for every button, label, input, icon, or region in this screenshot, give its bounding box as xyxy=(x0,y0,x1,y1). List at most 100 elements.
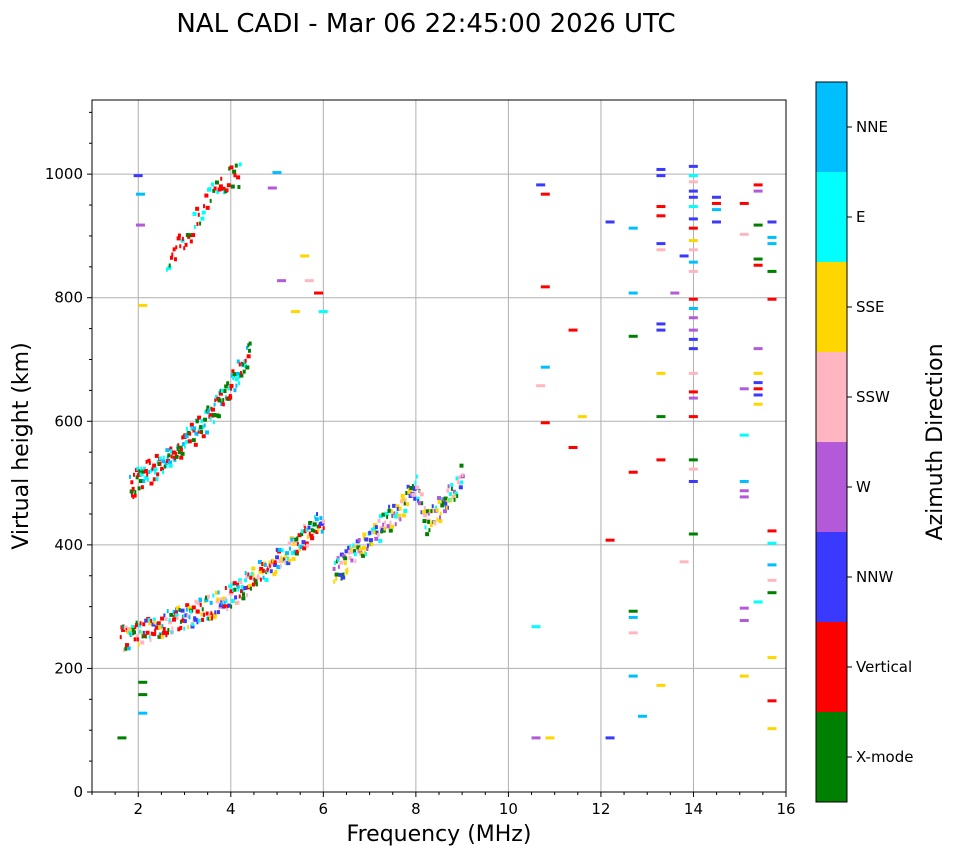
echo-point xyxy=(177,233,181,238)
echo-point xyxy=(310,536,315,541)
colorbar-title: Azimuth Direction xyxy=(923,343,948,540)
echo-point xyxy=(275,555,280,560)
echo-point xyxy=(187,625,190,630)
echo-point xyxy=(167,628,170,633)
echo-point xyxy=(228,591,233,596)
echo-point xyxy=(414,480,417,485)
echo-point xyxy=(378,514,383,519)
echo-point xyxy=(359,547,363,552)
echo-point xyxy=(217,590,220,595)
echo-point xyxy=(150,618,153,623)
echo-point xyxy=(168,460,173,465)
echo-point xyxy=(378,538,383,543)
colorbar-label: E xyxy=(856,208,865,226)
echo-point xyxy=(296,542,299,547)
echo-point xyxy=(245,574,249,579)
echo-point xyxy=(670,291,680,295)
echo-point xyxy=(166,267,169,272)
echo-point xyxy=(753,381,763,385)
echo-point xyxy=(137,642,140,647)
echo-point xyxy=(753,347,763,351)
echo-point xyxy=(189,422,194,427)
echo-point xyxy=(298,544,301,549)
echo-point xyxy=(223,389,227,394)
echo-point xyxy=(246,345,249,350)
echo-point xyxy=(132,494,135,499)
echo-point xyxy=(208,187,212,192)
echo-point xyxy=(193,617,198,622)
echo-point xyxy=(656,242,666,246)
echo-point xyxy=(316,512,319,517)
echo-point xyxy=(333,579,336,584)
echo-point xyxy=(184,242,188,247)
echo-point xyxy=(169,612,174,617)
echo-point xyxy=(343,556,348,561)
echo-point xyxy=(374,525,378,530)
echo-point xyxy=(164,461,168,466)
echo-point xyxy=(656,328,666,332)
echo-point xyxy=(536,384,546,388)
echo-point xyxy=(212,188,216,193)
echo-point xyxy=(447,484,450,489)
echo-point xyxy=(174,454,179,459)
echo-point xyxy=(200,418,204,423)
echo-point xyxy=(203,612,206,617)
echo-point xyxy=(318,310,328,314)
echo-point xyxy=(225,188,229,193)
echo-point xyxy=(459,463,464,468)
echo-point xyxy=(388,528,393,533)
echo-point xyxy=(210,407,215,412)
echo-point xyxy=(425,509,430,514)
echo-point xyxy=(450,483,454,488)
echo-point xyxy=(177,443,180,448)
echo-point xyxy=(181,618,186,623)
colorbar-segment xyxy=(816,622,847,712)
echo-point xyxy=(389,520,392,525)
echo-point xyxy=(169,446,173,451)
echo-point xyxy=(296,536,299,541)
echo-point xyxy=(753,263,763,267)
echo-point xyxy=(679,560,689,564)
echo-point xyxy=(711,220,721,224)
echo-point xyxy=(688,195,698,199)
echo-point xyxy=(688,164,698,168)
echo-point xyxy=(253,577,256,582)
echo-point xyxy=(208,413,213,418)
echo-point xyxy=(423,513,428,518)
echo-point xyxy=(344,549,349,554)
echo-point xyxy=(277,279,287,283)
echo-point xyxy=(207,408,210,413)
echo-point xyxy=(306,534,309,539)
echo-point xyxy=(171,626,174,631)
echo-point xyxy=(391,513,394,518)
echo-point xyxy=(179,625,183,630)
echo-point xyxy=(767,541,777,545)
echo-point xyxy=(351,550,354,555)
echo-point xyxy=(295,549,299,554)
echo-point xyxy=(201,434,206,439)
colorbar: X-mode Vertical NNW W SSW SSE E NNE xyxy=(815,81,913,803)
echo-point xyxy=(343,561,347,566)
echo-point xyxy=(739,387,749,391)
y-tick-label: 800 xyxy=(54,289,83,307)
echo-point xyxy=(739,674,749,678)
echo-point xyxy=(155,477,159,482)
echo-point xyxy=(269,569,273,574)
echo-point xyxy=(185,603,190,608)
echo-point xyxy=(224,585,227,590)
echo-point xyxy=(216,597,220,602)
echo-point xyxy=(403,501,406,506)
echo-point xyxy=(156,459,159,464)
chart-title: NAL CADI - Mar 06 22:45:00 2026 UTC xyxy=(176,9,675,39)
echo-point xyxy=(185,607,188,612)
echo-point xyxy=(217,187,222,192)
echo-point xyxy=(739,433,749,437)
echo-point xyxy=(221,401,224,406)
echo-point xyxy=(427,511,430,516)
echo-point xyxy=(309,533,314,538)
echo-point xyxy=(435,508,439,513)
echo-point xyxy=(185,439,189,444)
echo-point xyxy=(396,506,400,511)
echo-point xyxy=(222,604,227,609)
echo-point xyxy=(222,398,225,403)
